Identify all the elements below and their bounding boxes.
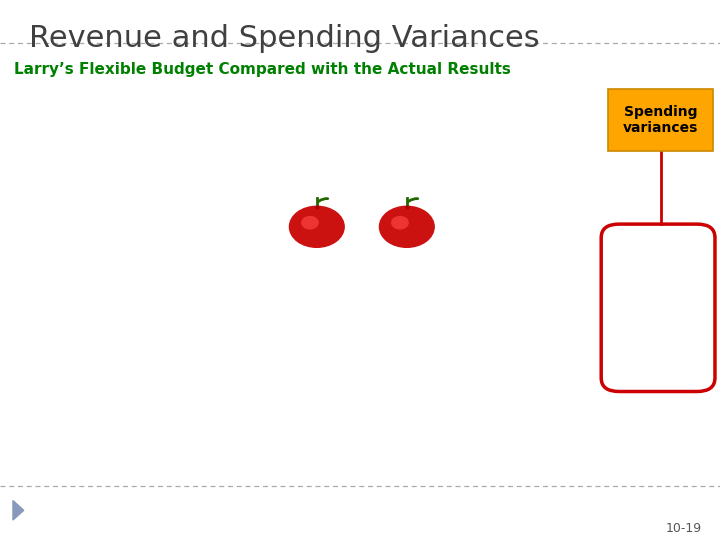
Polygon shape: [13, 501, 24, 520]
FancyArrowPatch shape: [409, 199, 418, 201]
Text: 10-19: 10-19: [666, 522, 702, 535]
Circle shape: [302, 217, 318, 229]
Circle shape: [392, 217, 408, 229]
Circle shape: [379, 206, 434, 247]
FancyArrowPatch shape: [319, 199, 328, 201]
FancyBboxPatch shape: [608, 89, 713, 151]
Text: Revenue and Spending Variances: Revenue and Spending Variances: [29, 24, 539, 53]
Text: Larry’s Flexible Budget Compared with the Actual Results: Larry’s Flexible Budget Compared with th…: [14, 62, 511, 77]
Circle shape: [289, 206, 344, 247]
Text: Spending
variances: Spending variances: [623, 105, 698, 135]
